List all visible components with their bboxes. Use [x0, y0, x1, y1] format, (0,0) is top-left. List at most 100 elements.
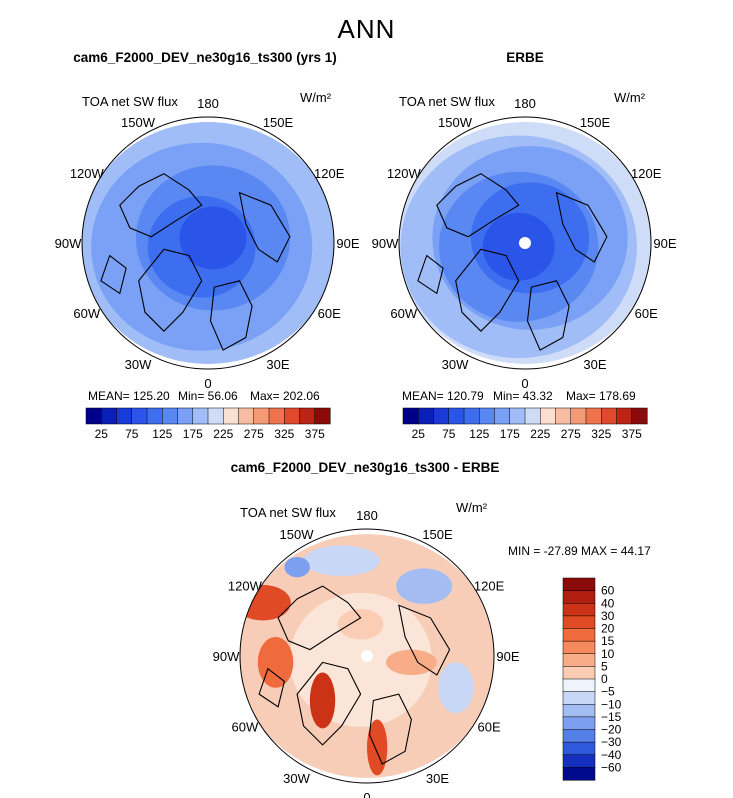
colorbar-tick-175: 175 — [500, 427, 520, 441]
colorbar-swatch-8 — [562, 666, 596, 680]
lon-label-180: 180 — [356, 508, 378, 523]
colorbar-swatch-10 — [540, 407, 557, 425]
lon-label-0: 0 — [204, 376, 211, 391]
lon-label-30w: 30W — [442, 357, 469, 372]
panel-1-min: Min= 56.06 — [178, 389, 238, 403]
colorbar-swatch-10 — [223, 407, 240, 425]
colorbar-swatch-14 — [562, 741, 596, 756]
map-boundary — [81, 116, 335, 370]
lon-label-0: 0 — [363, 790, 370, 798]
colorbar-swatch-3 — [562, 603, 596, 617]
colorbar-swatch-6 — [562, 640, 596, 655]
coastline-5 — [417, 254, 444, 295]
colorbar-tick-1: 60 — [601, 584, 615, 598]
lon-label-150w: 150W — [121, 115, 156, 130]
map-panel-1: 180 150E 120E 90E 60E 30E 0 30W 60W 90W 120W 150W 25… — [55, 96, 360, 441]
lon-label-0: 0 — [521, 376, 528, 391]
colorbar-tick-275: 275 — [244, 427, 264, 441]
lon-label-120e: 120E — [314, 166, 345, 181]
colorbar-swatch-4 — [448, 407, 465, 425]
colorbar-swatch-9 — [207, 407, 224, 425]
colorbar-swatch-3 — [433, 407, 450, 425]
coastline-5 — [100, 254, 127, 295]
lon-label-60e: 60E — [635, 306, 658, 321]
panel-1-variable: TOA net SW flux — [82, 94, 178, 109]
colorbar-tick-13: −30 — [601, 735, 622, 749]
coastline-4 — [398, 604, 451, 676]
colorbar-tick-75: 75 — [125, 427, 139, 441]
colorbar-swatch-1 — [85, 407, 102, 425]
colorbar-tick-325: 325 — [274, 427, 294, 441]
coastline-4 — [238, 191, 291, 263]
colorbar-tick-225: 225 — [530, 427, 550, 441]
lon-label-90e: 90E — [496, 649, 519, 664]
colorbar-swatch-12 — [570, 407, 587, 425]
colorbar-tick-3: 30 — [601, 609, 615, 623]
coastline-1 — [436, 173, 520, 238]
colorbar-tick-8: 0 — [601, 672, 608, 686]
map-boundary — [239, 528, 495, 784]
colorbar-tick-25: 25 — [95, 427, 109, 441]
colorbar-swatch-15 — [562, 754, 596, 768]
colorbar-swatch-16 — [562, 767, 596, 781]
coastline-1 — [277, 585, 362, 651]
panel-2-variable: TOA net SW flux — [399, 94, 495, 109]
lon-label-120w: 120W — [387, 166, 422, 181]
panel-1-units: W/m² — [300, 90, 332, 105]
field-patch-4 — [367, 719, 388, 776]
colorbar-swatch-13 — [268, 407, 285, 425]
colorbar-swatch-15 — [616, 407, 633, 425]
colorbar-swatch-6 — [479, 407, 496, 425]
colorbar-swatch-2 — [418, 407, 435, 425]
panel-3-title: cam6_F2000_DEV_ne30g16_ts300 - ERBE — [230, 460, 500, 475]
figure-title: ANN — [337, 14, 396, 44]
colorbar-swatch-13 — [562, 729, 596, 743]
lon-label-150w: 150W — [280, 527, 315, 542]
panel-2-mean: MEAN= 120.79 — [402, 389, 484, 403]
colorbar-swatch-14 — [284, 407, 301, 425]
colorbar-swatch-13 — [585, 407, 602, 425]
lon-label-90w: 90W — [55, 236, 82, 251]
lon-label-120w: 120W — [70, 166, 105, 181]
coastline-3 — [209, 280, 253, 351]
map-panel-2: 180 150E 120E 90E 60E 30E 0 30W 60W 90W 120W 150W 25… — [372, 96, 677, 441]
colorbar-swatch-5 — [146, 407, 163, 425]
lon-label-60w: 60W — [232, 720, 259, 735]
field-patch-7 — [438, 662, 474, 714]
lon-label-120e: 120E — [631, 166, 662, 181]
colorbar-tick-6: 10 — [601, 647, 615, 661]
colorbar-swatch-7 — [494, 407, 511, 425]
coastline-2 — [296, 661, 362, 746]
map-boundary — [398, 116, 652, 370]
coastline-2 — [138, 248, 203, 332]
colorbar-swatch-11 — [238, 407, 255, 425]
colorbar-1: 25 75 125 175 225 275 325 375 — [85, 407, 331, 441]
pole-hole — [519, 237, 531, 249]
colorbar-tick-11: −15 — [601, 710, 622, 724]
coastline-3 — [526, 280, 570, 351]
panel-2-units: W/m² — [614, 90, 646, 105]
panel-2-max: Max= 178.69 — [566, 389, 636, 403]
coastline-1 — [119, 173, 203, 238]
colorbar-swatch-11 — [562, 704, 596, 718]
lon-label-60w: 60W — [390, 306, 417, 321]
colorbar-swatch-5 — [562, 628, 596, 642]
colorbar-swatch-8 — [509, 407, 526, 425]
colorbar-tick-25: 25 — [412, 427, 426, 441]
coastline-3 — [368, 693, 412, 765]
lon-label-60e: 60E — [318, 306, 341, 321]
lon-label-120e: 120E — [474, 579, 505, 594]
panel-2-title: ERBE — [506, 50, 544, 65]
field-patch-8 — [284, 556, 310, 578]
panel-3-variable: TOA net SW flux — [240, 505, 336, 520]
field-patch-5 — [303, 545, 380, 576]
colorbar-swatch-12 — [253, 407, 270, 425]
panel-1-title: cam6_F2000_DEV_ne30g16_ts300 (yrs 1) — [73, 50, 337, 65]
colorbar-swatch-10 — [562, 691, 596, 705]
colorbar-swatch-3 — [116, 407, 133, 425]
colorbar-tick-125: 125 — [152, 427, 172, 441]
lon-label-30e: 30E — [426, 771, 449, 786]
coastline-2 — [455, 248, 520, 332]
